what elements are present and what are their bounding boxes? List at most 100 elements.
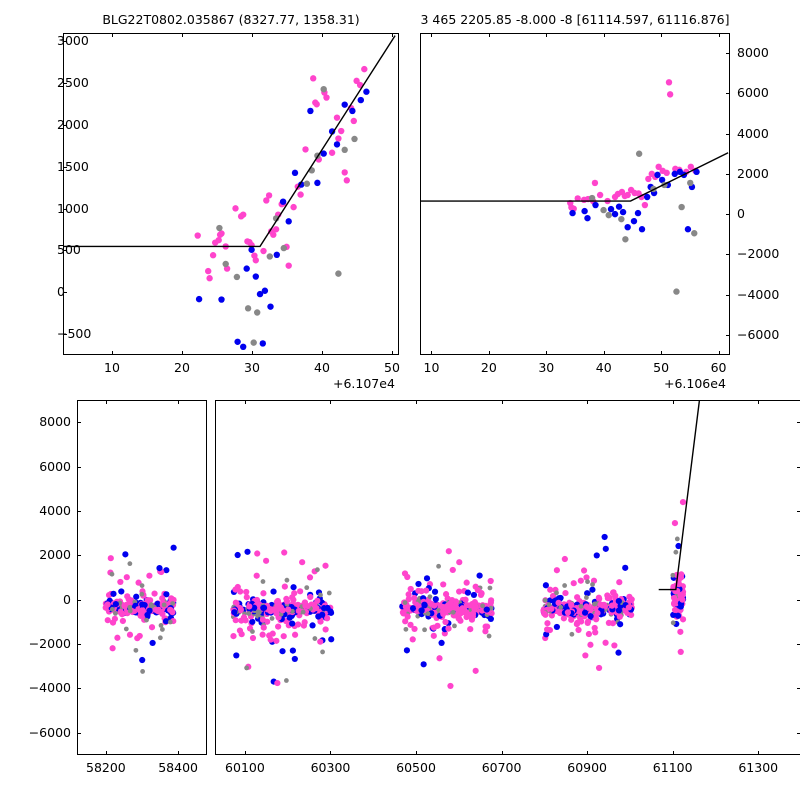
data-point-blue (260, 604, 268, 611)
data-point-magenta (423, 587, 430, 594)
data-point-magenta (606, 594, 613, 601)
data-point-magenta (440, 581, 447, 588)
data-point-magenta (297, 588, 304, 595)
data-point-magenta (285, 606, 292, 613)
data-point-gray (436, 563, 441, 569)
data-point-blue (349, 107, 356, 115)
data-point-magenta (263, 197, 270, 204)
data-point-gray (450, 609, 456, 615)
bottom-axes-segment-2[interactable] (215, 400, 800, 755)
data-point-gray (255, 609, 261, 615)
data-point-magenta (679, 596, 686, 603)
data-point-magenta (430, 624, 438, 631)
data-point-magenta (361, 65, 368, 73)
data-point-magenta (232, 205, 239, 212)
data-point-magenta (240, 211, 247, 218)
data-point-magenta (608, 602, 616, 609)
data-point-blue (267, 303, 274, 310)
data-point-magenta (457, 617, 464, 624)
data-point-magenta (215, 236, 222, 244)
data-point-gray (139, 583, 145, 588)
data-point-blue (118, 588, 125, 595)
tick-label: 50 (384, 360, 400, 375)
data-point-blue (156, 565, 163, 572)
data-point-magenta (568, 601, 575, 608)
data-point-gray (284, 577, 290, 583)
data-point-magenta (119, 617, 126, 625)
data-point-blue (403, 647, 411, 654)
data-point-magenta (541, 610, 548, 617)
tick-mark (661, 33, 662, 37)
data-point-magenta (430, 632, 437, 639)
data-point-magenta (611, 642, 618, 649)
data-point-gray (233, 273, 241, 281)
data-point-magenta (407, 585, 414, 593)
data-point-blue (421, 602, 428, 609)
data-point-gray (140, 669, 146, 674)
data-point-gray (678, 203, 685, 211)
data-point-blue (298, 181, 305, 188)
data-point-magenta (645, 175, 652, 183)
data-point-gray (569, 631, 575, 637)
tick-label: 60900 (567, 760, 608, 775)
tick-mark (245, 400, 246, 404)
data-point-magenta (678, 571, 685, 578)
data-point-gray (244, 305, 252, 312)
data-point-blue (251, 604, 258, 611)
data-point-magenta (641, 201, 649, 209)
data-point-magenta (295, 607, 302, 615)
data-point-magenta (442, 591, 450, 598)
data-point-gray (562, 583, 568, 588)
data-point-magenta (253, 596, 261, 604)
data-point-blue (622, 564, 629, 571)
tick-mark (661, 351, 662, 355)
data-point-blue (327, 608, 334, 615)
data-point-blue (476, 572, 483, 579)
data-point-magenta (109, 645, 116, 652)
data-point-magenta (592, 629, 599, 636)
tick-mark (63, 292, 67, 293)
tick-mark (77, 733, 81, 734)
data-point-gray (303, 180, 311, 187)
data-point-gray (670, 620, 676, 626)
data-point-gray (320, 86, 327, 93)
bottom-segment-2-overlay (230, 401, 701, 690)
tick-label: −2000 (737, 246, 780, 262)
data-point-magenta (445, 625, 452, 632)
data-point-magenta (445, 548, 452, 555)
bottom-axes-segment-1[interactable] (77, 400, 207, 755)
data-point-gray (578, 603, 584, 609)
data-point-blue (634, 209, 642, 217)
top-left-axes[interactable] (63, 33, 399, 355)
data-point-magenta (471, 606, 478, 613)
tick-label: 8000 (39, 414, 71, 430)
tick-mark (719, 33, 720, 37)
data-point-gray (480, 603, 486, 609)
data-point-magenta (687, 163, 695, 171)
data-point-magenta (159, 610, 166, 618)
data-point-blue (256, 290, 264, 298)
data-point-magenta (484, 623, 491, 630)
tick-mark (252, 33, 253, 37)
tick-mark (330, 400, 331, 404)
data-point-magenta (671, 599, 678, 607)
data-point-magenta (597, 601, 604, 608)
data-point-blue (546, 597, 554, 604)
data-point-blue (553, 623, 560, 631)
data-point-blue (309, 622, 316, 629)
data-point-blue (643, 193, 651, 201)
tick-label: 20 (480, 360, 497, 375)
tick-mark (63, 334, 67, 335)
data-point-magenta (259, 631, 266, 638)
tick-label: 61100 (652, 760, 693, 775)
data-point-magenta (663, 169, 670, 177)
data-point-magenta (674, 587, 681, 595)
tick-mark (502, 400, 503, 404)
data-point-gray (113, 610, 118, 616)
data-point-magenta (238, 631, 245, 638)
data-point-magenta (568, 616, 575, 623)
data-point-gray (605, 211, 612, 219)
data-point-magenta (313, 101, 320, 108)
tick-mark (63, 83, 67, 84)
top-right-axes[interactable] (420, 33, 730, 355)
